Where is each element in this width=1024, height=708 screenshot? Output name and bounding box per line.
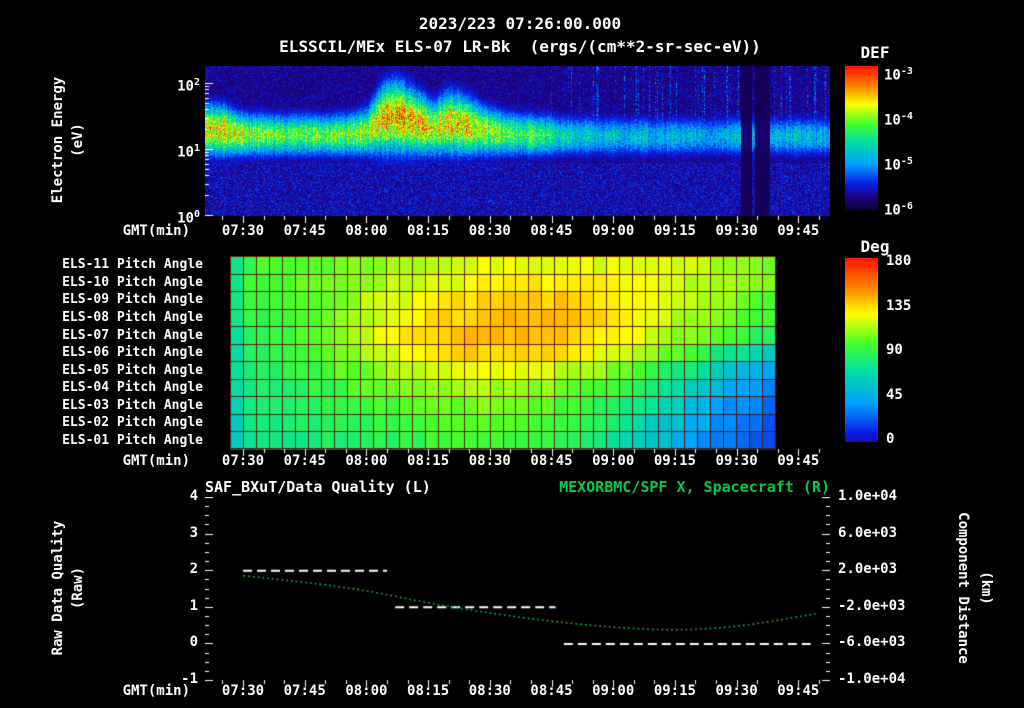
time-tick: 09:00 xyxy=(592,683,635,699)
gmt-label-1: GMT(min) xyxy=(122,223,190,239)
pitch-row-label: ELS-02 Pitch Angle xyxy=(62,415,203,431)
raw-quality-ytick: 0 xyxy=(189,634,198,651)
instrument-subtitle: ELSSCIL/MEx ELS-07 LR-Bk (ergs/(cm**2-sr… xyxy=(279,37,761,56)
energy-ytick: 102 xyxy=(177,77,200,95)
time-tick: 08:30 xyxy=(468,683,511,699)
deg-cbar-tick: 90 xyxy=(886,342,903,358)
energy-ytick: 101 xyxy=(177,143,200,161)
time-tick: 08:15 xyxy=(407,223,450,239)
pitch-row-label: ELS-08 Pitch Angle xyxy=(62,309,203,325)
def-cbar-tick: 10-4 xyxy=(884,111,913,129)
distance-ytick: -2.0e+03 xyxy=(838,597,906,614)
gmt-label-2: GMT(min) xyxy=(122,453,190,469)
deg-colorbar xyxy=(845,258,878,442)
time-tick: 08:00 xyxy=(345,223,388,239)
time-tick: 08:45 xyxy=(530,683,573,699)
raw-quality-ytick: -1 xyxy=(181,671,198,687)
distance-ylabel-line1: Component Distance xyxy=(955,512,971,664)
spacecraft-title: MEXORBMC/SPF X, Spacecraft (R) xyxy=(559,478,830,496)
time-tick: 08:30 xyxy=(468,453,511,469)
def-colorbar-title: DEF xyxy=(860,43,890,62)
deg-cbar-tick: 135 xyxy=(886,297,912,314)
def-cbar-tick: 10-6 xyxy=(884,201,913,219)
time-tick: 09:15 xyxy=(653,223,696,239)
gmt-label-3: GMT(min) xyxy=(122,683,190,699)
energy-ylabel-line1: Electron Energy xyxy=(50,76,66,204)
raw-quality-ytick: 4 xyxy=(189,488,198,504)
time-tick: 09:00 xyxy=(592,453,635,469)
time-tick: 07:45 xyxy=(283,683,326,699)
time-tick: 08:15 xyxy=(407,683,450,699)
time-tick: 08:30 xyxy=(468,223,511,239)
quality-distance-plot xyxy=(205,497,830,688)
datetime-title: 2023/223 07:26:00.000 xyxy=(418,14,622,33)
quality-ylabel-line1: Raw Data Quality xyxy=(50,520,66,656)
bxut-title: SAF_BXuT/Data Quality (L) xyxy=(205,478,431,496)
time-tick: 09:00 xyxy=(592,223,635,239)
pitch-row-label: ELS-09 Pitch Angle xyxy=(62,292,203,308)
deg-cbar-tick: 45 xyxy=(886,386,903,403)
pitch-row-label: ELS-10 Pitch Angle xyxy=(62,274,203,290)
time-tick: 09:15 xyxy=(653,683,696,699)
time-tick: 07:30 xyxy=(221,453,265,469)
time-tick: 08:15 xyxy=(407,453,450,469)
def-cbar-tick: 10-5 xyxy=(884,156,913,174)
time-tick: 09:30 xyxy=(715,453,758,469)
deg-colorbar-title: Deg xyxy=(860,237,890,256)
raw-quality-ytick: 1 xyxy=(189,597,198,614)
time-tick: 09:45 xyxy=(777,453,820,469)
time-tick: 08:00 xyxy=(345,453,388,469)
pitch-row-label: ELS-05 Pitch Angle xyxy=(62,362,203,378)
pitch-row-label: ELS-11 Pitch Angle xyxy=(62,257,203,273)
raw-quality-ytick: 2 xyxy=(189,561,198,578)
time-tick: 07:45 xyxy=(283,223,326,239)
time-tick: 07:30 xyxy=(221,223,265,239)
time-tick: 07:30 xyxy=(221,683,265,699)
time-tick: 09:45 xyxy=(777,223,820,239)
raw-quality-ytick: 3 xyxy=(189,524,198,541)
deg-cbar-tick: 0 xyxy=(886,431,895,447)
distance-ytick: 1.0e+04 xyxy=(838,488,898,504)
energy-ytick: 100 xyxy=(177,209,200,227)
electron-energy-spectrogram xyxy=(205,66,830,223)
deg-cbar-tick: 180 xyxy=(886,253,912,269)
pitch-row-label: ELS-06 Pitch Angle xyxy=(62,345,203,361)
def-cbar-tick: 10-3 xyxy=(884,66,913,84)
time-tick: 09:15 xyxy=(653,453,696,469)
time-tick: 09:30 xyxy=(715,223,758,239)
time-tick: 09:30 xyxy=(715,683,758,699)
time-tick: 08:45 xyxy=(530,223,573,239)
time-tick: 08:00 xyxy=(345,683,388,699)
time-tick: 08:45 xyxy=(530,453,573,469)
def-colorbar xyxy=(845,66,878,210)
distance-ytick: -1.0e+04 xyxy=(838,671,906,687)
pitch-angle-heatmap xyxy=(230,256,830,457)
pitch-row-label: ELS-04 Pitch Angle xyxy=(62,380,203,396)
pitch-row-label: ELS-01 Pitch Angle xyxy=(62,432,203,448)
time-tick: 09:45 xyxy=(777,683,820,699)
pitch-row-label: ELS-03 Pitch Angle xyxy=(62,397,203,413)
energy-ylabel-line2: (eV) xyxy=(70,123,86,157)
quality-ylabel-line2: (Raw) xyxy=(70,566,86,610)
time-tick: 07:45 xyxy=(283,453,326,469)
distance-ytick: 2.0e+03 xyxy=(838,561,898,578)
distance-ytick: 6.0e+03 xyxy=(838,524,898,541)
pitch-row-label: ELS-07 Pitch Angle xyxy=(62,327,203,343)
distance-ylabel-line2: (km) xyxy=(978,571,994,605)
distance-ytick: -6.0e+03 xyxy=(838,634,906,651)
